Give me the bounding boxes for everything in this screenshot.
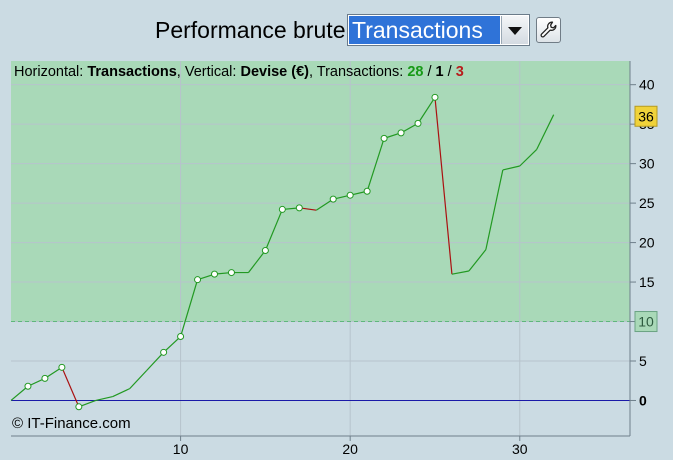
- trade-point: [397, 129, 405, 137]
- chart-type-select[interactable]: Transactions: [347, 14, 530, 46]
- x-tick-label: 30: [512, 441, 528, 457]
- current-value-badge-label: 36: [638, 108, 654, 124]
- trade-point: [414, 119, 422, 127]
- gain-segment: [451, 270, 470, 275]
- y-tick-label: 30: [639, 156, 655, 172]
- chevron-down-icon[interactable]: [501, 16, 528, 44]
- legend-horizontal-label: Horizontal:: [14, 64, 88, 80]
- trade-point: [41, 374, 49, 382]
- legend-sep: /: [423, 64, 436, 80]
- gain-segment: [536, 114, 555, 150]
- gain-segment: [146, 351, 165, 371]
- trade-point: [211, 270, 219, 278]
- trade-point: [431, 93, 439, 101]
- legend-vertical-value: Devise (€): [240, 64, 309, 80]
- trade-point: [261, 246, 269, 254]
- gain-segment: [264, 209, 283, 251]
- trade-point: [194, 276, 202, 284]
- copyright-label: © IT-Finance.com: [12, 415, 131, 432]
- trade-point: [346, 191, 354, 199]
- legend-wins: 28: [407, 64, 424, 80]
- trade-point: [227, 269, 235, 277]
- legend-horizontal-value: Transactions: [87, 64, 177, 80]
- trade-point: [160, 348, 168, 356]
- y-tick-label: 40: [639, 77, 655, 93]
- current-value-badge-box: [634, 105, 658, 127]
- page-title: Performance brute: [155, 17, 346, 43]
- trade-point: [295, 204, 303, 212]
- trade-point: [363, 187, 371, 195]
- x-tick-label: 10: [173, 441, 189, 457]
- y-tick-label: 15: [639, 274, 655, 290]
- settings-button[interactable]: [536, 17, 561, 43]
- chart-legend: Horizontal: Transactions, Vertical: Devi…: [14, 64, 464, 80]
- gain-segment: [95, 395, 113, 402]
- trade-point: [58, 363, 66, 371]
- toolbar: Performance brute Transactions: [0, 0, 673, 50]
- y-tick-label: 0: [639, 392, 647, 408]
- y-tick-label: 25: [639, 195, 655, 211]
- profit-zone: [11, 61, 630, 322]
- gain-segment: [163, 336, 181, 353]
- chart-type-select-value[interactable]: Transactions: [349, 16, 500, 44]
- legend-vertical-label: , Vertical:: [176, 64, 241, 80]
- wrench-icon: [540, 21, 557, 38]
- trade-point: [24, 382, 32, 390]
- value-badges: 10 36: [634, 105, 658, 333]
- trade-point: [177, 333, 185, 341]
- gain-segment: [247, 250, 266, 273]
- gain-segment: [485, 169, 504, 250]
- trade-markers: [24, 93, 439, 411]
- legend-losses: 3: [455, 64, 464, 80]
- gain-segment: [10, 385, 29, 401]
- trade-point: [329, 195, 337, 203]
- gain-segment: [468, 249, 487, 272]
- gain-segment: [112, 388, 130, 398]
- x-tick-label: 20: [342, 441, 358, 457]
- trade-point: [380, 134, 388, 142]
- x-axis: 10 20 30: [173, 436, 528, 457]
- loss-segment: [61, 367, 80, 408]
- gain-segment: [502, 165, 520, 171]
- target-value-badge-box: [634, 311, 658, 333]
- trade-point: [278, 205, 286, 213]
- y-tick-label: 5: [639, 353, 647, 369]
- y-tick-label: 20: [639, 235, 655, 251]
- gain-segment: [366, 138, 385, 192]
- legend-sep: /: [443, 64, 456, 80]
- gain-segment: [129, 370, 148, 390]
- loss-segment: [434, 97, 453, 275]
- legend-neutral: 1: [435, 64, 444, 80]
- target-value-badge-label: 10: [638, 314, 654, 330]
- gain-segment: [417, 96, 436, 124]
- gain-segment: [519, 148, 538, 167]
- gain-segment: [180, 279, 199, 337]
- legend-transactions-label: , Transactions:: [308, 64, 408, 80]
- trade-point: [75, 403, 83, 411]
